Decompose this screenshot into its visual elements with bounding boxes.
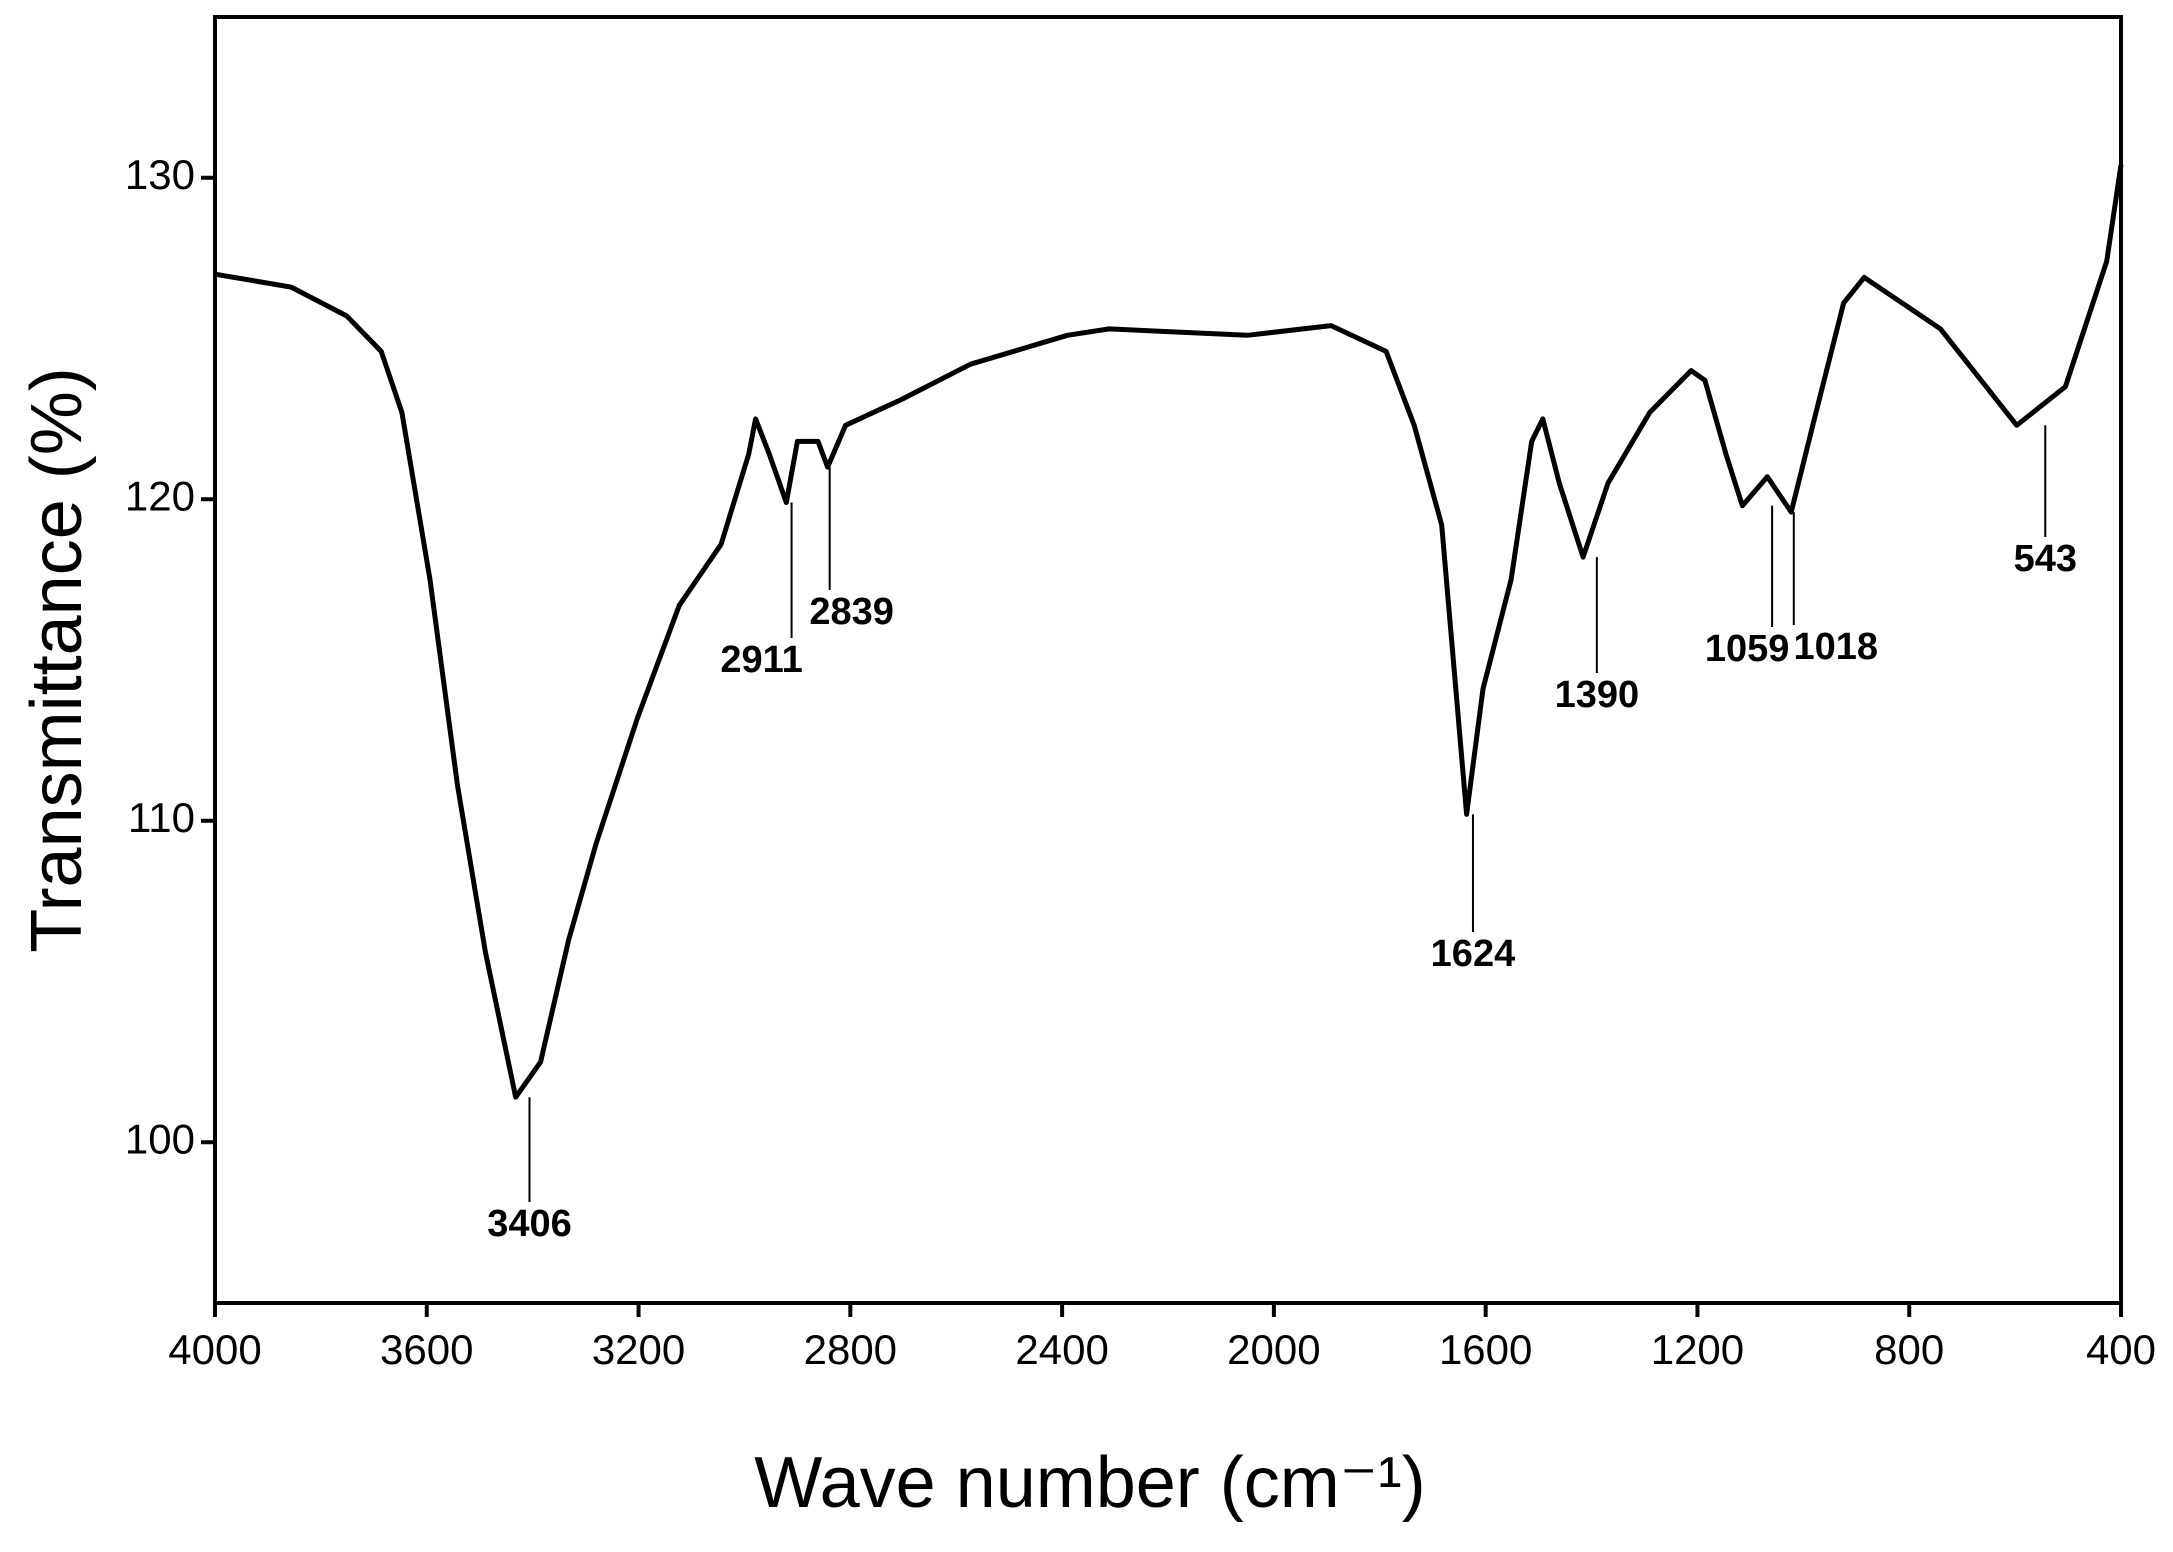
x-tick-label: 2400: [1015, 1326, 1108, 1373]
x-axis-label: Wave number (cm⁻¹): [754, 1443, 1425, 1523]
y-tick-label: 120: [125, 472, 195, 519]
peak-label: 2839: [809, 591, 894, 633]
plot-frame: [213, 15, 2123, 1305]
x-tick-label: 2000: [1227, 1326, 1320, 1373]
x-tick-label: 400: [2086, 1326, 2156, 1373]
y-axis-label: Transmittance (%): [17, 367, 97, 952]
peak-label: 1059: [1705, 628, 1790, 670]
spectrum-line: [214, 164, 2124, 1100]
x-tick-label: 1600: [1439, 1326, 1532, 1373]
x-tick-label: 1200: [1651, 1326, 1744, 1373]
x-tick-label: 4000: [168, 1326, 261, 1373]
peak-label: 3406: [487, 1203, 572, 1245]
peak-label: 1390: [1555, 674, 1640, 716]
y-tick-label: 100: [125, 1115, 195, 1162]
x-tick-label: 3200: [592, 1326, 685, 1373]
peak-label: 2911: [720, 639, 802, 681]
peak-label: 1624: [1431, 933, 1516, 975]
x-tick-label: 800: [1874, 1326, 1944, 1373]
x-tick-label: 2800: [804, 1326, 897, 1373]
peak-label: 1018: [1794, 626, 1879, 668]
x-tick-label: 3600: [380, 1326, 473, 1373]
y-tick-label: 110: [128, 794, 195, 841]
y-tick-label: 130: [125, 151, 195, 198]
peak-label: 543: [2014, 538, 2077, 580]
